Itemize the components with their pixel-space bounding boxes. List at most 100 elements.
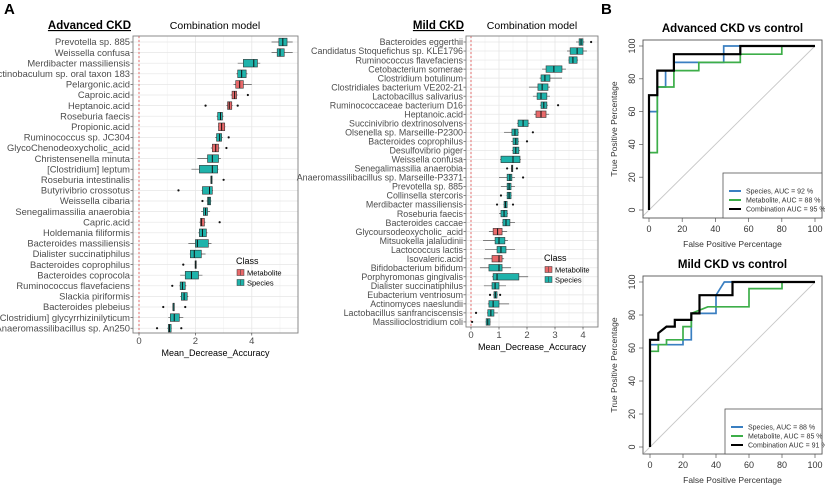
y-tick-label: Eubacterium ventriosum	[367, 290, 463, 300]
y-tick-label: Bacteroides coprophilus	[368, 137, 463, 147]
box-iqr	[569, 47, 584, 55]
y-tick-label: Bacteroides eggerthii	[380, 37, 463, 47]
y-tick-label: Christensenella minuta	[35, 153, 131, 164]
box-species	[180, 292, 189, 301]
x-tick-label: 80	[777, 460, 787, 470]
panel-heading: Mild CKD	[413, 20, 464, 32]
y-tick-label: Mitsuokella jalaludinii	[380, 236, 463, 246]
legend-box	[724, 408, 823, 455]
box-outlier	[218, 221, 221, 224]
box-species	[511, 137, 529, 145]
y-tick-label: 100	[627, 38, 637, 53]
box-species	[528, 83, 550, 91]
box-species	[506, 164, 519, 172]
roc-legend: Species, AUC = 88 % Metabolite, AUC = 85 …	[724, 408, 825, 455]
box-species	[201, 196, 212, 206]
box-metabolite	[217, 122, 226, 131]
y-tick-label: Merdibacter massiliensis	[366, 200, 464, 210]
box-outlier	[556, 104, 560, 107]
box-species	[495, 200, 515, 209]
y-tick-label: Actinobaculum sp. oral taxon 183	[0, 68, 130, 79]
box-metabolite	[204, 101, 239, 110]
box-species	[502, 219, 515, 227]
x-axis-label: False Positive Percentage	[683, 475, 782, 485]
y-tick-label: Weissella confusa	[392, 155, 463, 165]
y-tick-label: Clostridium botulinum	[378, 73, 463, 83]
panel-heading: Advanced CKD	[48, 20, 131, 32]
legend-entry: Species	[555, 276, 582, 285]
box-metabolite	[199, 218, 221, 227]
box-species	[171, 281, 187, 290]
box-iqr	[496, 246, 507, 254]
x-tick-label: 2	[524, 330, 529, 341]
roc-advanced-ckd: Advanced CKD vs control 0 20 40 60 80 100 0 20 40…	[609, 23, 825, 249]
box-species	[198, 228, 208, 237]
x-axis-label: Mean_Decrease_Accuracy	[161, 348, 270, 358]
box-species	[504, 128, 534, 136]
x-axis-label: False Positive Percentage	[683, 239, 782, 249]
box-species	[168, 313, 184, 322]
y-tick-label: Bacteroides coprophilus	[30, 259, 130, 270]
x-tick-label: 0	[136, 336, 141, 347]
box-species	[471, 318, 491, 326]
box-outlier	[182, 263, 185, 266]
box-species	[210, 175, 225, 184]
y-tick-label: 20	[627, 172, 637, 182]
box-species	[511, 146, 520, 154]
y-tick-label: Isovaleric.acid	[407, 254, 463, 264]
x-tick-label: 20	[678, 460, 688, 470]
legend-entry: Metabolite	[247, 269, 282, 278]
y-tick-label: [Clostridium] glycyrrhizinilyticum	[0, 312, 130, 323]
y-tick-label: Olsenella sp. Marseille-P2300	[345, 128, 463, 138]
legend-title: Class	[544, 253, 567, 263]
x-tick-label: 2	[193, 336, 198, 347]
box-species	[188, 239, 212, 248]
x-tick-label: 0	[468, 330, 473, 341]
y-tick-label: GlycoChenodeoxycholic_acid	[7, 142, 130, 153]
x-tick-label: 3	[552, 330, 557, 341]
box-species	[474, 309, 498, 317]
y-tick-label: Roseburia intestinalis	[41, 174, 130, 185]
roc-curve-metabolite	[648, 45, 815, 210]
y-tick-label: 60	[627, 343, 637, 353]
x-tick-label: 4	[580, 330, 585, 341]
box-iqr	[500, 155, 521, 163]
y-tick-label: Prevotella sp. 885	[55, 36, 130, 47]
roc-curve-combination	[647, 44, 815, 210]
box-species	[201, 207, 211, 216]
box-outlier	[180, 327, 183, 330]
box-species	[236, 69, 248, 78]
x-axis-label: Mean_Decrease_Accuracy	[478, 342, 587, 352]
y-tick-label: Succinivibrio dextrinosolvens	[349, 118, 464, 128]
y-tick-label: 0	[627, 207, 637, 212]
box-outlier	[499, 194, 503, 197]
y-tick-label: Propionic.acid	[71, 121, 130, 132]
box-iqr	[207, 154, 219, 163]
plot-title: Combination model	[170, 20, 260, 32]
box-iqr	[199, 165, 218, 174]
box-species	[499, 173, 525, 182]
box-outlier	[488, 293, 492, 296]
y-tick-label: Ruminococcaceae bacterium D16	[330, 100, 463, 110]
y-tick-label: 20	[627, 409, 637, 419]
y-tick-label: Heptanoic.acid	[404, 109, 463, 119]
roc-legend: Species, AUC = 92 % Metabolite, AUC = 88 …	[722, 172, 825, 219]
box-iqr	[190, 249, 202, 259]
box-species	[499, 191, 512, 200]
panel-a-label: A	[4, 1, 15, 18]
box-iqr	[536, 92, 548, 100]
box-outlier	[171, 284, 174, 287]
box-species	[197, 154, 221, 163]
box-metabolite	[534, 110, 550, 118]
roc-curve-combination	[648, 280, 815, 447]
box-species	[177, 186, 213, 195]
y-tick-label: Bifidobacterium bifidum	[371, 263, 463, 273]
y-tick-label: Ruminococcus flavefaciens	[355, 55, 463, 65]
y-axis-label: True Positive Percentage	[609, 317, 619, 412]
y-tick-label: Senegalimassilia anaerobia	[354, 164, 463, 174]
box-metabolite	[488, 228, 508, 236]
y-tick-label: 100	[627, 274, 637, 289]
x-tick-label: 4	[249, 336, 254, 347]
box-species	[191, 165, 219, 174]
